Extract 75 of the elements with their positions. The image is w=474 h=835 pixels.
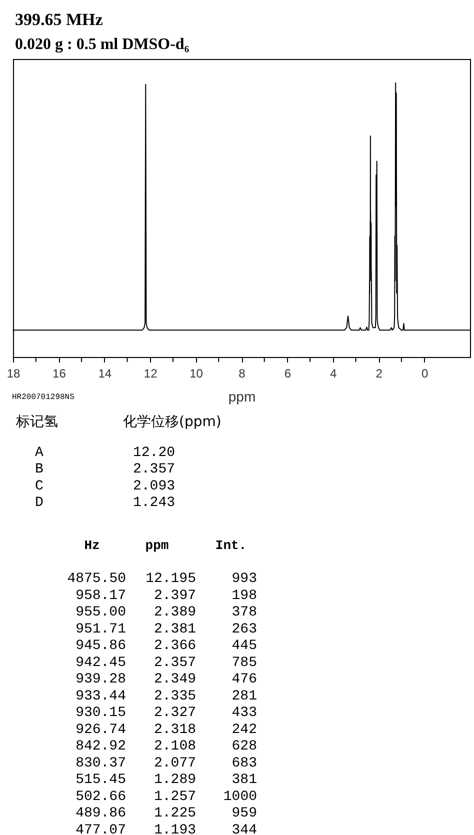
text: 628 [232, 738, 257, 754]
x-tick-label: 16 [52, 366, 66, 380]
text: 242 [232, 722, 257, 738]
text: 2.077 [154, 755, 196, 772]
text: 2.366 [154, 638, 196, 654]
text: 344 [232, 822, 257, 835]
text: 933.44 [76, 688, 126, 704]
text: 2.381 [154, 621, 196, 638]
text: 958.17 [76, 588, 126, 604]
text: B [35, 462, 44, 478]
text: 951.71 [76, 621, 126, 638]
text: HR200701298NS [12, 393, 75, 402]
text: 263 [232, 621, 257, 638]
text: 959 [232, 806, 257, 822]
text: 785 [232, 654, 257, 671]
text: 930.15 [76, 705, 126, 721]
text: 12.195 [146, 571, 196, 587]
x-tick-label: 4 [330, 366, 338, 380]
text: 2.318 [154, 722, 196, 738]
text: 2.335 [154, 688, 196, 704]
text: 945.86 [76, 638, 126, 654]
x-tick-label: 18 [6, 366, 20, 380]
text: 2.093 [132, 478, 175, 494]
text: 515.45 [76, 772, 126, 788]
text: 281 [232, 688, 257, 704]
x-tick-label: 6 [284, 366, 292, 380]
text: A [35, 445, 44, 461]
text: 942.45 [76, 654, 126, 671]
text: 1.257 [154, 788, 196, 805]
text: 683 [232, 755, 257, 772]
x-tick-label: 14 [98, 366, 112, 380]
text: 476 [232, 672, 257, 688]
text: 926.74 [76, 722, 126, 738]
text: 2.357 [154, 654, 196, 671]
chart-title: 399.65 MHz [15, 10, 104, 29]
text: C [35, 478, 44, 494]
text: 1.289 [154, 772, 196, 788]
text: 2.397 [154, 588, 196, 604]
text: ppm [145, 538, 169, 553]
text: 445 [232, 638, 257, 654]
text: 2.327 [154, 705, 196, 721]
text: 842.92 [76, 738, 126, 754]
text: 955.00 [76, 604, 126, 620]
text: 378 [232, 604, 257, 620]
text: 4875.50 [67, 571, 126, 587]
text: 2.108 [154, 738, 196, 754]
text: 489.86 [76, 806, 126, 822]
text: 993 [232, 571, 257, 587]
text: 2.349 [154, 672, 196, 688]
x-tick-label: 12 [144, 366, 158, 380]
text: 502.66 [76, 788, 126, 805]
text: 433 [232, 705, 257, 721]
text: Hz [84, 538, 100, 553]
text: 1.243 [132, 495, 175, 512]
text: 198 [232, 588, 257, 604]
text: 12.20 [132, 445, 175, 461]
x-tick-label: 8 [238, 366, 246, 380]
text: 477.07 [76, 822, 126, 835]
text: 1.193 [154, 822, 196, 835]
text: 2.357 [132, 462, 175, 478]
x-axis-title: ppm [228, 388, 256, 404]
text: 1.225 [154, 806, 196, 822]
text: 1000 [223, 788, 257, 805]
text: 381 [232, 772, 257, 788]
text: Int. [215, 538, 247, 553]
x-tick-label: 0 [421, 366, 428, 380]
x-tick-label: 2 [376, 366, 383, 380]
text: 830.37 [76, 755, 126, 772]
text: 化学位移(ppm) [123, 414, 222, 430]
text: 939.28 [76, 672, 126, 688]
text: 2.389 [154, 604, 196, 620]
x-tick-label: 10 [190, 366, 204, 380]
text: D [35, 495, 44, 512]
text: 标记氢 [15, 414, 58, 430]
chart-subtitle: 0.020 g : 0.5 ml DMSO-d₆ [15, 36, 190, 53]
